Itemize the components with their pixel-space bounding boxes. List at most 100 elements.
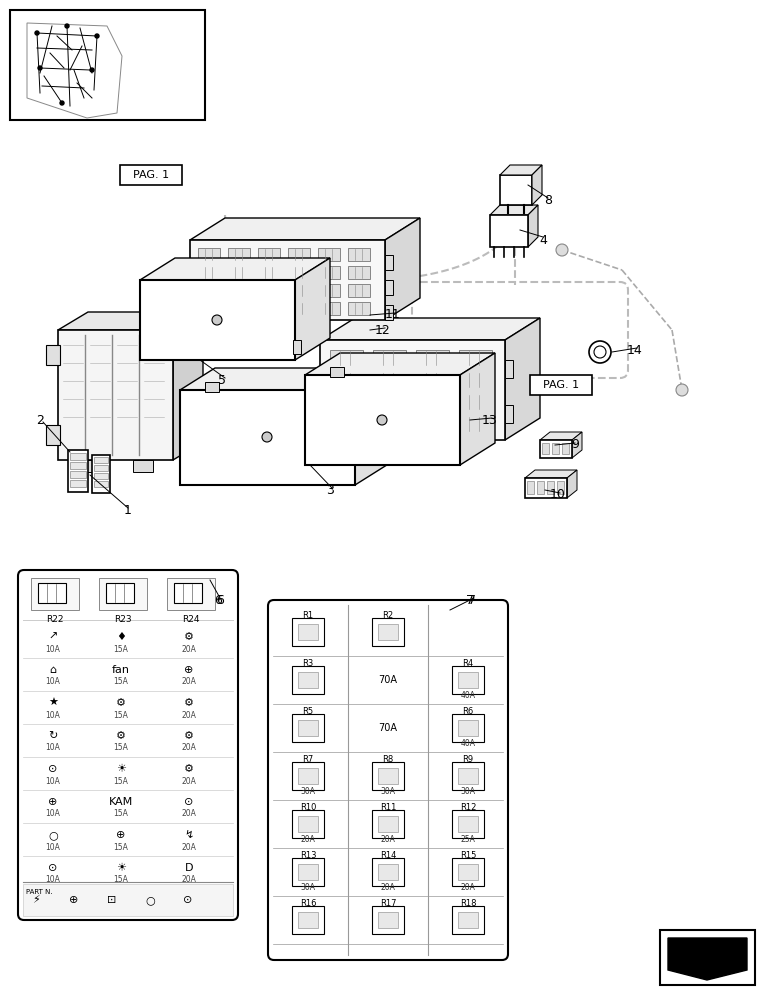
Text: 7: 7 [468,593,476,606]
Polygon shape [190,218,420,240]
Text: 14: 14 [627,344,643,357]
Text: ⊕: ⊕ [48,797,57,807]
Circle shape [556,244,568,256]
Text: R18: R18 [459,900,476,908]
Polygon shape [532,165,542,205]
Text: ⚡: ⚡ [32,895,40,905]
Text: 10A: 10A [46,645,61,654]
Text: 2: 2 [36,414,44,426]
Text: 13: 13 [482,414,498,426]
Bar [378,864,398,880]
Bar [330,372,363,388]
Bar [525,478,567,498]
Circle shape [90,68,94,72]
Text: 20A: 20A [182,842,196,852]
Bar [198,248,220,261]
Bar [70,462,86,469]
Text: 20A: 20A [182,678,196,686]
Bar [458,720,478,736]
Bar [348,284,370,297]
Text: 20A: 20A [182,645,196,654]
Bar [490,215,528,247]
Text: 10: 10 [550,488,566,502]
Text: ⚙: ⚙ [184,731,194,741]
Text: R5: R5 [303,708,314,716]
Bar [258,302,280,315]
Bar [330,416,363,432]
Bar [385,255,393,270]
Bar [298,720,318,736]
Bar [68,450,88,492]
Polygon shape [460,353,495,465]
Text: R10: R10 [300,804,316,812]
Bar [70,453,86,460]
Text: R23: R23 [114,615,132,624]
Bar [452,810,484,838]
Text: 70A: 70A [379,675,397,685]
Text: 70A: 70A [379,723,397,733]
Polygon shape [295,258,330,360]
Text: R3: R3 [303,660,314,668]
Bar [416,394,449,410]
Bar [416,372,449,388]
Bar [198,284,220,297]
Bar [416,416,449,432]
Bar [228,284,250,297]
Bar [318,302,340,315]
Text: ⊕: ⊕ [185,665,194,675]
Text: 30A: 30A [300,788,316,796]
Bar [94,473,108,479]
Polygon shape [355,368,390,485]
Bar [92,455,110,493]
Text: fan: fan [112,665,130,675]
Circle shape [262,432,272,442]
Bar [198,302,220,315]
Bar [458,864,478,880]
Bar [106,583,134,603]
Bar [372,618,404,646]
Bar [459,350,492,366]
Bar [458,912,478,928]
Polygon shape [173,312,203,460]
Bar [458,672,478,688]
Text: R15: R15 [460,852,476,860]
Polygon shape [385,218,420,320]
Bar [385,280,393,295]
Bar [372,858,404,886]
Bar [70,471,86,478]
Text: R8: R8 [383,756,393,764]
Bar [298,912,318,928]
Bar [320,340,505,440]
Text: 10A: 10A [46,876,61,884]
Text: ↻: ↻ [48,731,57,741]
Bar [459,416,492,432]
Text: ⊕: ⊕ [116,830,126,840]
Text: 30A: 30A [300,884,316,892]
Bar [660,930,755,985]
Bar [99,578,147,610]
Text: ★: ★ [48,698,58,708]
Bar [180,390,355,485]
Text: ↯: ↯ [185,830,194,840]
Bar [318,248,340,261]
Text: R6: R6 [462,708,473,716]
Text: ⌂: ⌂ [50,665,57,675]
Text: 8: 8 [544,194,552,207]
Text: 40A: 40A [460,740,476,748]
Bar [373,372,406,388]
Text: PAG. 1: PAG. 1 [133,170,169,180]
Bar [73,460,93,472]
Text: R22: R22 [47,615,64,624]
Bar [537,481,544,494]
Text: R24: R24 [182,615,199,624]
Bar [292,762,324,790]
Bar [120,165,182,185]
Text: ⚙: ⚙ [116,698,126,708]
Bar [94,457,108,463]
Bar [46,425,60,445]
Bar [348,266,370,279]
Text: 15A: 15A [113,744,129,752]
Text: ⊕: ⊕ [69,895,78,905]
Bar [330,394,363,410]
Text: 30A: 30A [460,788,476,796]
